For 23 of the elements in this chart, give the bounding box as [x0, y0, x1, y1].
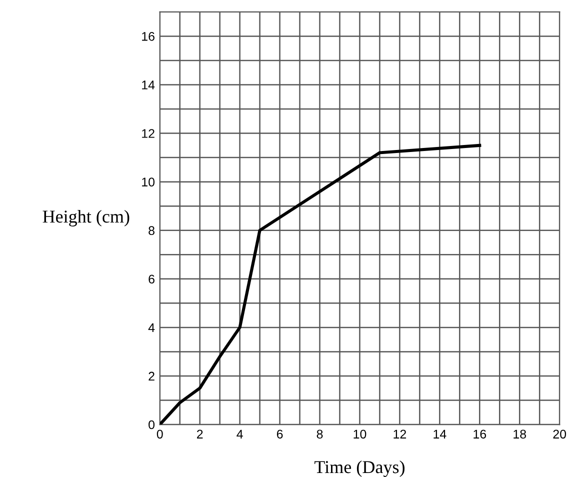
y-tick-label: 8: [148, 226, 154, 236]
x-tick-label: 20: [553, 430, 566, 439]
x-tick-label: 12: [394, 430, 406, 438]
y-tick-label: 10: [142, 178, 155, 186]
x-axis-title: Time (Days): [314, 460, 404, 477]
x-tick-label: 4: [236, 430, 243, 438]
y-tick-label: 12: [142, 129, 154, 138]
y-tick-label: 6: [148, 274, 154, 284]
x-tick-label: 16: [474, 430, 486, 439]
y-tick-label: 4: [148, 323, 155, 332]
y-tick-label: 2: [148, 372, 154, 381]
y-axis-title: Height (cm): [42, 210, 130, 226]
line-series: [160, 144, 482, 425]
x-tick-label: 0: [156, 430, 163, 439]
x-tick-label: 18: [514, 430, 526, 439]
x-tick-label: 8: [316, 430, 323, 439]
x-tick-label: 6: [276, 430, 283, 439]
y-tick-label: 16: [142, 32, 154, 41]
x-tick-label: 10: [354, 430, 366, 439]
x-tick-label: 2: [197, 430, 203, 438]
x-tick-label: 14: [434, 430, 446, 438]
y-tick-label: 14: [142, 80, 155, 90]
y-tick-label: 0: [148, 420, 155, 430]
